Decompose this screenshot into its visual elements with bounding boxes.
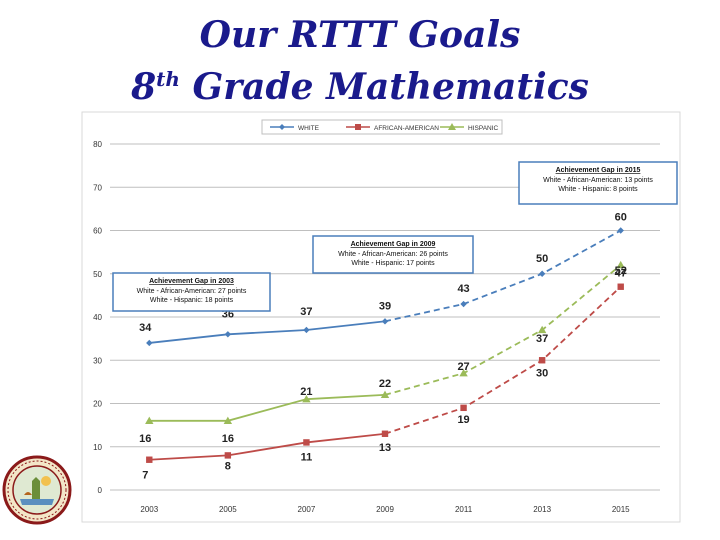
data-point	[303, 439, 310, 446]
series-line-dashed	[384, 286, 622, 435]
subtitle-grade-number: 8	[131, 66, 157, 108]
data-label: 43	[457, 283, 469, 295]
data-label: 21	[300, 386, 312, 398]
gap-annotation-box	[518, 161, 678, 205]
y-tick-label: 0	[98, 486, 103, 495]
data-point	[538, 270, 546, 277]
gap-annotation-box	[312, 235, 474, 274]
data-point	[459, 369, 468, 377]
gap-annotation-line: White - Hispanic: 17 points	[351, 260, 435, 267]
data-point	[279, 124, 285, 130]
data-point	[616, 260, 625, 269]
y-tick-label: 10	[93, 443, 102, 452]
data-label: 60	[615, 212, 627, 224]
series-line-solid	[149, 432, 386, 461]
data-label: 16	[222, 433, 234, 445]
x-tick-label: 2015	[612, 505, 630, 514]
y-tick-label: 30	[93, 356, 102, 365]
data-label: 22	[379, 378, 391, 390]
x-tick-label: 2005	[219, 505, 237, 514]
data-point	[460, 300, 467, 308]
data-point	[302, 394, 311, 403]
gap-annotation-line: White - African-American: 27 points	[137, 288, 247, 295]
gap-annotation-title: Achievement Gap in 2009	[351, 241, 436, 248]
data-point	[617, 227, 624, 234]
legend-label: HISPANIC	[468, 125, 499, 132]
data-point	[381, 430, 389, 437]
page-subtitle: 8th Grade Mathematics	[0, 66, 720, 108]
x-tick-label: 2009	[376, 505, 394, 514]
subtitle-text: Grade Mathematics	[179, 66, 589, 108]
gap-annotation-title: Achievement Gap in 2003	[149, 278, 234, 285]
series-line-dashed	[384, 264, 622, 396]
gap-annotation-line: White - Hispanic: 8 points	[558, 186, 638, 193]
data-label: 37	[300, 306, 312, 318]
data-label: 27	[457, 361, 469, 373]
data-label: 47	[615, 268, 627, 280]
gap-annotation-title: Achievement Gap in 2015	[556, 167, 641, 174]
data-point	[355, 124, 361, 130]
data-point	[224, 452, 232, 459]
page-title: Our RTTT Goals	[199, 14, 521, 56]
data-point	[303, 326, 310, 334]
x-tick-label: 2007	[298, 505, 316, 514]
legend-label: AFRICAN-AMERICAN	[374, 125, 439, 132]
data-label: 39	[379, 300, 391, 312]
series-line-dashed	[384, 229, 622, 323]
data-point	[538, 357, 546, 364]
subtitle-ordinal: th	[156, 67, 180, 91]
series-line-solid	[149, 393, 386, 422]
data-label: 37	[536, 333, 548, 345]
data-label: 34	[139, 322, 152, 334]
state-seal-icon	[2, 455, 72, 525]
gap-annotation-box	[112, 272, 271, 312]
y-tick-label: 60	[93, 227, 102, 236]
data-point	[448, 123, 456, 130]
legend-label: WHITE	[298, 125, 320, 132]
data-point	[617, 283, 624, 290]
data-label: 19	[457, 414, 469, 426]
y-tick-label: 20	[93, 400, 102, 409]
y-tick-label: 80	[93, 140, 102, 149]
data-point	[381, 318, 389, 325]
data-label: 13	[379, 442, 391, 454]
gap-annotation-line: White - African-American: 26 points	[338, 251, 448, 258]
series-line-solid	[149, 320, 386, 344]
data-label: 7	[142, 470, 148, 482]
data-label: 52	[615, 265, 627, 277]
data-label: 30	[536, 367, 548, 379]
gap-annotation-line: White - African-American: 13 points	[543, 177, 653, 184]
data-point	[537, 325, 547, 334]
y-tick-label: 70	[93, 183, 102, 192]
data-point	[224, 331, 232, 338]
data-point	[460, 404, 467, 412]
data-point	[145, 416, 154, 424]
gap-annotation-line: White - Hispanic: 18 points	[150, 297, 234, 304]
data-label: 50	[536, 253, 548, 265]
data-label: 11	[301, 451, 313, 463]
y-tick-label: 50	[93, 270, 102, 279]
x-tick-label: 2011	[455, 505, 473, 514]
x-tick-label: 2003	[140, 505, 158, 514]
data-point	[223, 416, 233, 424]
legend-box	[261, 119, 503, 135]
data-point	[380, 390, 390, 399]
data-point	[146, 456, 153, 463]
data-point	[146, 339, 153, 347]
y-tick-label: 40	[93, 313, 102, 322]
x-tick-label: 2013	[533, 505, 551, 514]
data-label: 8	[225, 460, 231, 472]
data-label: 16	[139, 433, 151, 445]
